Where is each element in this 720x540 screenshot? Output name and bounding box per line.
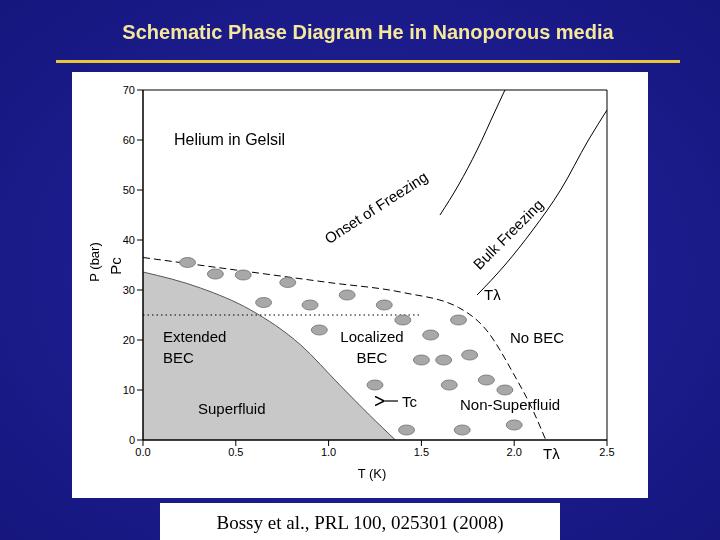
svg-text:50: 50 [123, 184, 135, 196]
svg-text:70: 70 [123, 84, 135, 96]
svg-text:1.0: 1.0 [321, 446, 336, 458]
svg-text:Tc: Tc [402, 393, 418, 410]
svg-text:0.0: 0.0 [135, 446, 150, 458]
svg-text:ExtendedBEC: ExtendedBEC [163, 328, 226, 366]
svg-text:Tλ: Tλ [543, 445, 560, 462]
svg-text:1.5: 1.5 [414, 446, 429, 458]
svg-text:P (bar): P (bar) [87, 242, 102, 282]
svg-text:T (K): T (K) [358, 466, 387, 481]
svg-text:Bulk Freezing: Bulk Freezing [470, 196, 547, 273]
svg-text:60: 60 [123, 134, 135, 146]
svg-text:Helium in Gelsil: Helium in Gelsil [174, 131, 285, 148]
svg-text:10: 10 [123, 384, 135, 396]
svg-text:40: 40 [123, 234, 135, 246]
svg-text:Superfluid: Superfluid [198, 400, 266, 417]
svg-text:20: 20 [123, 334, 135, 346]
svg-text:Schematic Phase Diagram He in: Schematic Phase Diagram He in Nanoporous… [122, 21, 614, 43]
svg-text:Non-Superfluid: Non-Superfluid [460, 396, 560, 413]
svg-text:0: 0 [129, 434, 135, 446]
svg-text:2.5: 2.5 [599, 446, 614, 458]
svg-text:30: 30 [123, 284, 135, 296]
svg-text:Onset of Freezing: Onset of Freezing [321, 168, 430, 247]
svg-text:No BEC: No BEC [510, 329, 564, 346]
svg-text:LocalizedBEC: LocalizedBEC [340, 328, 403, 366]
svg-text:0.5: 0.5 [228, 446, 243, 458]
svg-text:Tλ: Tλ [484, 286, 501, 303]
svg-text:2.0: 2.0 [507, 446, 522, 458]
svg-text:Pc: Pc [107, 257, 124, 275]
svg-text:Bossy et al., PRL 100, 025301: Bossy et al., PRL 100, 025301 (2008) [217, 512, 504, 534]
